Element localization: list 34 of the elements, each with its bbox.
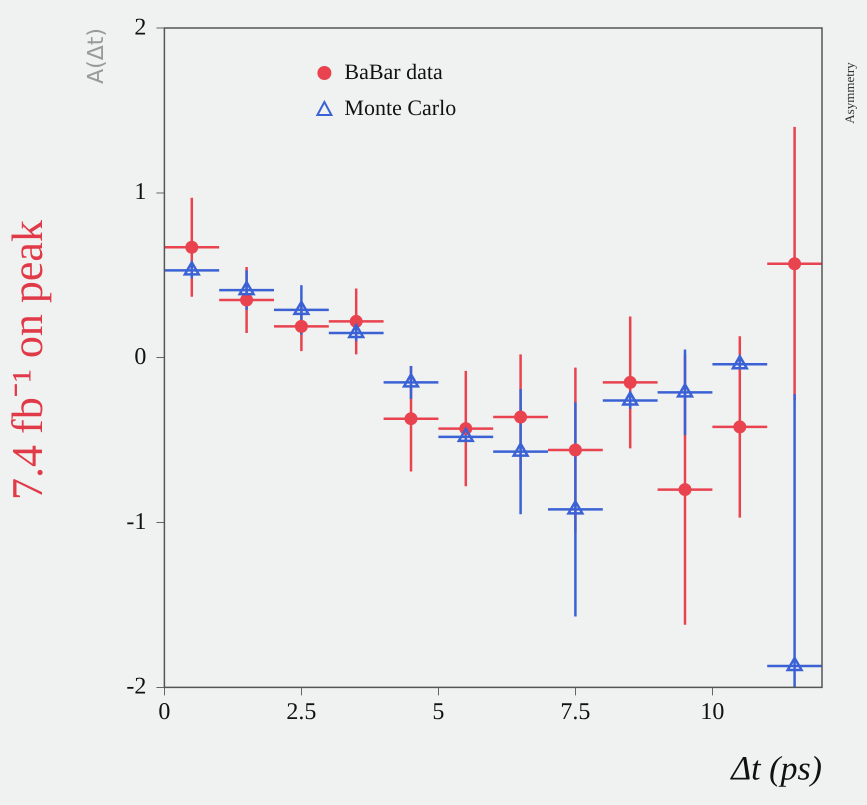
point [294, 320, 308, 333]
point [732, 355, 748, 370]
y-tick-label: 0 [134, 344, 146, 370]
x-tick-label: 10 [700, 699, 724, 726]
x-tick-label: 2.5 [286, 699, 316, 726]
point [512, 442, 529, 457]
point [458, 428, 474, 442]
legend-label: BaBar data [344, 58, 443, 84]
point [402, 373, 420, 388]
x-tick-label: 5 [432, 699, 444, 726]
point [404, 412, 418, 426]
point [567, 500, 584, 515]
point [676, 383, 694, 398]
point [240, 294, 254, 307]
point [678, 483, 692, 496]
point [788, 257, 802, 270]
y-tick-label: 2 [134, 14, 146, 40]
text: 7.4 fb⁻¹ on peak [2, 219, 53, 502]
point [624, 376, 637, 389]
x-tick-label: 7.5 [560, 699, 590, 726]
y-tick-label: -2 [126, 674, 146, 700]
point [568, 444, 582, 457]
point [786, 656, 803, 672]
x-tick-label: 0 [158, 699, 170, 726]
y-tick-label: 1 [134, 179, 146, 206]
legend-label: Monte Carlo [344, 94, 456, 120]
y-axis-title: A(Δt) [84, 28, 109, 84]
point [733, 420, 746, 434]
text: Asymmetry [842, 61, 858, 126]
point [185, 240, 198, 254]
point [622, 391, 638, 406]
point [514, 410, 528, 424]
x-axis-title: Δt (ps) [729, 750, 822, 788]
y-tick-label: -1 [126, 508, 146, 535]
